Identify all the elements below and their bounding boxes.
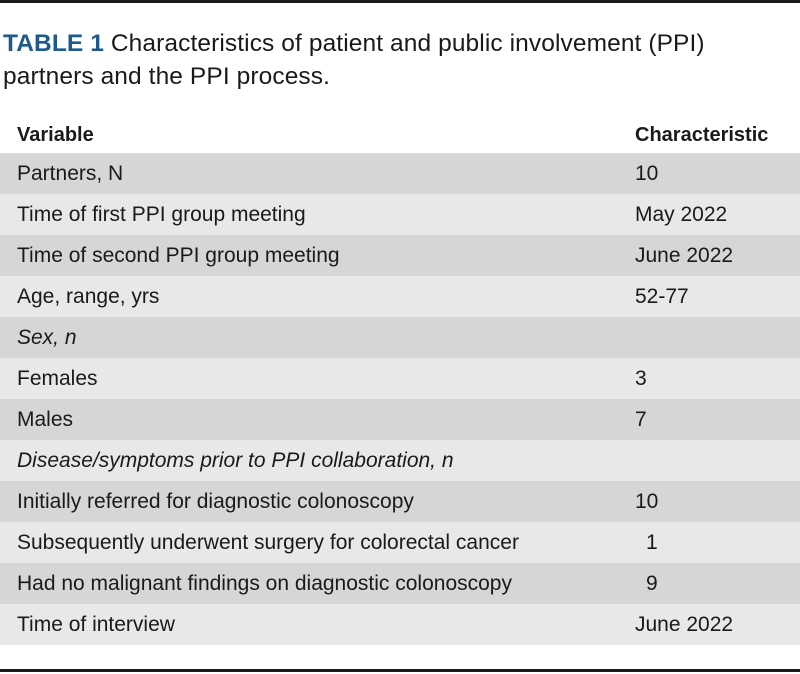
row-variable: Time of interview: [17, 613, 175, 636]
row-variable: Had no malignant findings on diagnostic …: [17, 572, 512, 595]
row-variable: Time of first PPI group meeting: [17, 203, 306, 226]
table-row: Initially referred for diagnostic colono…: [0, 481, 800, 522]
row-characteristic: 9: [646, 572, 658, 595]
table-row: Sex, n: [0, 317, 800, 358]
table-body: Partners, N 10 Time of first PPI group m…: [0, 153, 800, 645]
row-variable-group: Disease/symptoms prior to PPI collaborat…: [17, 449, 454, 472]
top-rule: [0, 0, 800, 3]
row-characteristic: 10: [635, 162, 659, 185]
row-characteristic: 3: [635, 367, 647, 390]
row-variable: Males: [17, 408, 74, 431]
bottom-rule: [0, 669, 800, 672]
table-caption: TABLE 1 Characteristics of patient and p…: [3, 27, 798, 93]
row-characteristic: 7: [635, 408, 647, 431]
row-characteristic: 10: [635, 490, 659, 513]
row-variable: Initially referred for diagnostic colono…: [17, 490, 414, 513]
table-row: Subsequently underwent surgery for color…: [0, 522, 800, 563]
table-row: Age, range, yrs 52-77: [0, 276, 800, 317]
table-label: TABLE 1: [3, 30, 104, 57]
table-row: Partners, N 10: [0, 153, 800, 194]
row-characteristic: 1: [646, 531, 658, 554]
table-title: Characteristics of patient and public in…: [3, 30, 705, 90]
table-row: Time of second PPI group meeting June 20…: [0, 235, 800, 276]
table-row: Males 7: [0, 399, 800, 440]
row-variable: Subsequently underwent surgery for color…: [17, 531, 519, 554]
row-characteristic: June 2022: [635, 244, 734, 267]
column-header-variable: Variable: [17, 124, 94, 146]
table-row: Time of interview June 2022: [0, 604, 800, 645]
row-characteristic: 52-77: [635, 285, 689, 308]
table-row: Females 3: [0, 358, 800, 399]
row-variable: Time of second PPI group meeting: [17, 244, 340, 267]
row-characteristic: June 2022: [635, 613, 734, 636]
row-variable: Partners, N: [17, 162, 124, 185]
row-variable: Females: [17, 367, 98, 390]
column-header-characteristic: Characteristic: [635, 124, 769, 146]
row-variable: Age, range, yrs: [17, 285, 160, 308]
table-row: Had no malignant findings on diagnostic …: [0, 563, 800, 604]
row-characteristic: May 2022: [635, 203, 728, 226]
table-row: Time of first PPI group meeting May 2022: [0, 194, 800, 235]
table-row: Disease/symptoms prior to PPI collaborat…: [0, 440, 800, 481]
row-variable-group: Sex, n: [17, 326, 77, 349]
